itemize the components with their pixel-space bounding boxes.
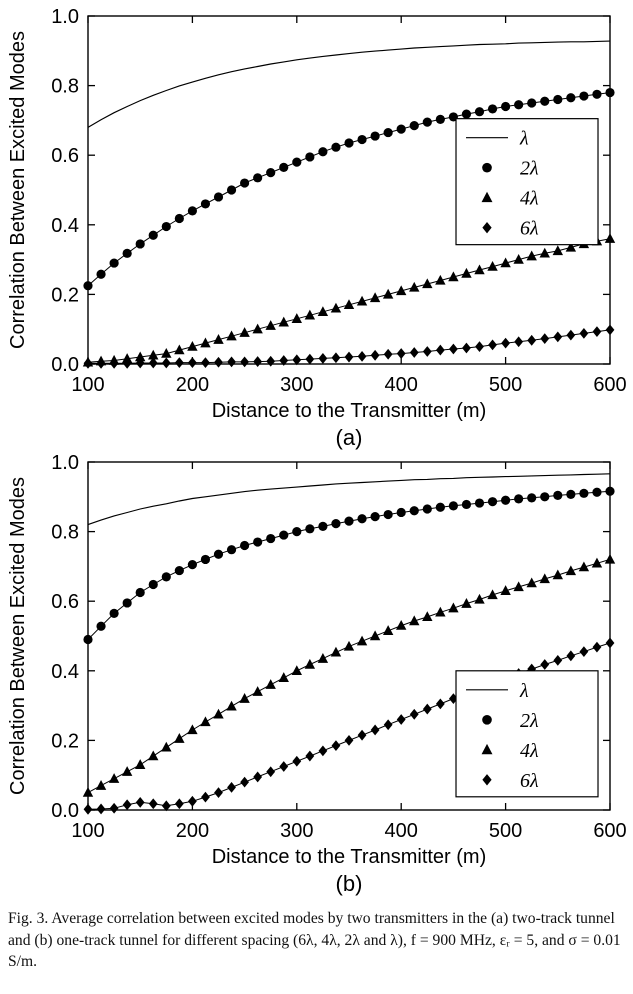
chart-b-svg: 100 200 300 400 500 600 0.0 0.2 0.4 0.6 0.8 1.0 Corr… <box>0 450 633 896</box>
x-tick-label: 400 <box>385 374 418 396</box>
subplot-label: (a) <box>336 425 363 450</box>
x-axis: 100 200 300 400 500 600 <box>71 462 627 842</box>
y-tick-label: 0.2 <box>51 730 79 752</box>
legend-entry-label: λ <box>519 680 529 702</box>
x-tick-label: 200 <box>176 820 209 842</box>
legend-entry-label: 2λ <box>520 710 539 732</box>
y-tick-label: 0.8 <box>51 522 79 544</box>
y-axis: 0.0 0.2 0.4 0.6 0.8 1.0 <box>51 452 610 822</box>
series-4lambda <box>82 553 616 797</box>
y-axis-label: Correlation Between Excited Modes <box>7 477 29 795</box>
y-tick-label: 0.0 <box>51 800 79 822</box>
series-2lambda <box>83 486 615 645</box>
y-tick-label: 0.8 <box>51 76 79 98</box>
y-tick-label: 1.0 <box>51 452 79 474</box>
y-tick-label: 1.0 <box>51 6 79 28</box>
y-axis-label: Correlation Between Excited Modes <box>7 31 29 349</box>
series-lambda <box>87 473 611 526</box>
x-tick-label: 300 <box>280 374 313 396</box>
x-tick-label: 100 <box>71 820 104 842</box>
legend-entry-label: 4λ <box>520 188 539 210</box>
x-tick-label: 100 <box>71 374 104 396</box>
x-axis-label: Distance to the Transmitter (m) <box>212 846 487 868</box>
x-tick-label: 500 <box>489 374 522 396</box>
y-axis: 0.0 0.2 0.4 0.6 0.8 1.0 <box>51 6 610 376</box>
y-tick-label: 0.6 <box>51 145 79 167</box>
legend-entry-label: 6λ <box>520 770 539 792</box>
plot-box <box>87 15 611 365</box>
x-axis-label: Distance to the Transmitter (m) <box>212 400 487 422</box>
y-tick-label: 0.2 <box>51 284 79 306</box>
legend-entry-label: 6λ <box>520 218 539 240</box>
y-tick-label: 0.4 <box>51 661 79 683</box>
subplot-label: (b) <box>336 871 363 896</box>
x-tick-label: 600 <box>593 374 626 396</box>
legend: λ 2λ 4λ 6λ <box>455 670 599 798</box>
legend-entry-label: 4λ <box>520 740 539 762</box>
legend-entry-label: λ <box>519 128 529 150</box>
legend-entry-label: 2λ <box>520 158 539 180</box>
series-4lambda <box>82 233 616 367</box>
x-tick-label: 600 <box>593 820 626 842</box>
series-lambda <box>87 40 611 128</box>
x-tick-label: 200 <box>176 374 209 396</box>
x-tick-label: 400 <box>385 820 418 842</box>
x-tick-label: 500 <box>489 820 522 842</box>
series-6lambda <box>83 324 615 369</box>
page: { "page": { "background": "#ffffff", "fo… <box>0 4 633 971</box>
x-axis: 100 200 300 400 500 600 <box>71 16 627 396</box>
legend: λ 2λ 4λ 6λ <box>455 118 599 246</box>
series-2lambda <box>83 87 615 291</box>
figure-container: 100 200 300 400 500 600 0.0 0.2 0.4 0.6 0.8 1.0 Corr… <box>0 4 633 971</box>
y-tick-label: 0.6 <box>51 591 79 613</box>
y-tick-label: 0.0 <box>51 354 79 376</box>
y-tick-label: 0.4 <box>51 215 79 237</box>
x-tick-label: 300 <box>280 820 313 842</box>
figure-caption: Fig. 3. Average correlation between exci… <box>8 910 621 971</box>
chart-a-svg: 100 200 300 400 500 600 0.0 0.2 0.4 0.6 0.8 1.0 Corr… <box>0 4 633 450</box>
